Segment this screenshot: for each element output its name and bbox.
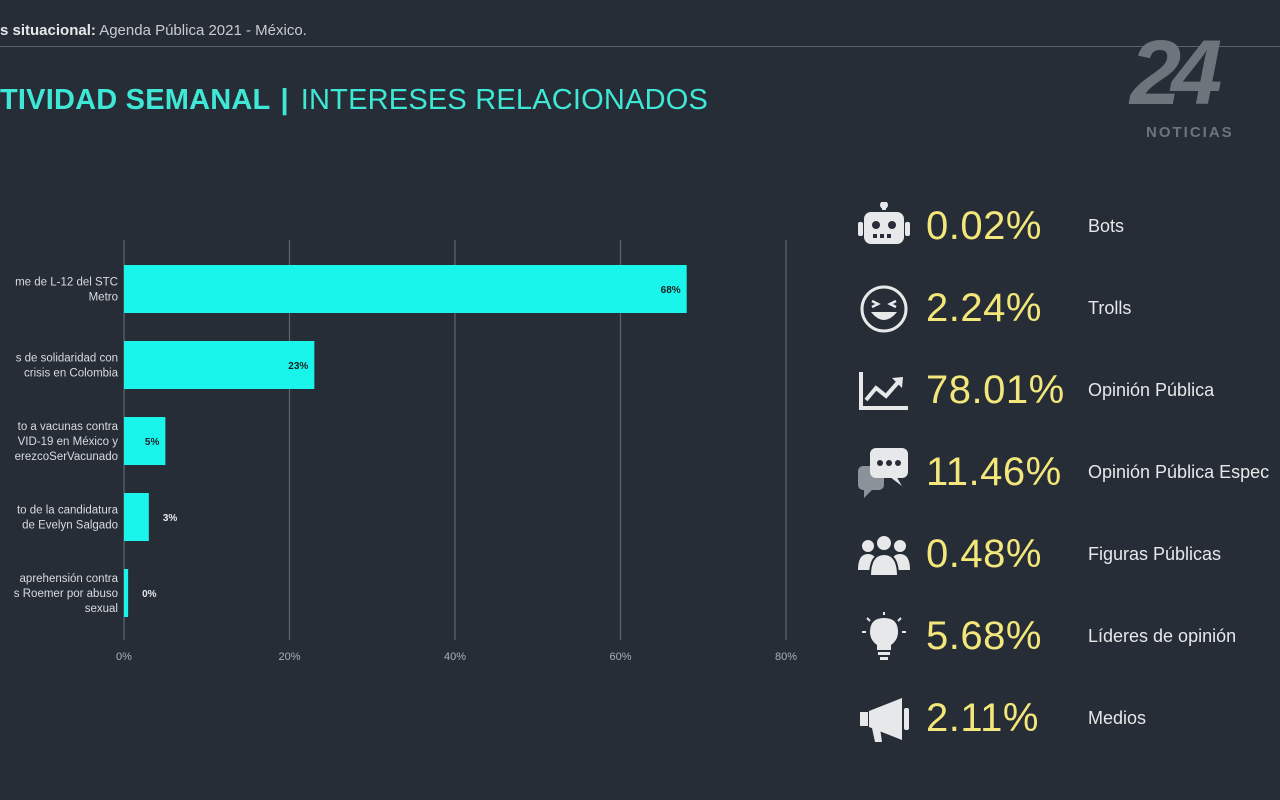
stat-value: 0.02% [926, 204, 1042, 248]
bar [124, 569, 129, 617]
stat-value: 78.01% [926, 368, 1065, 412]
data-label: 0% [142, 589, 157, 600]
chat-bubbles-icon [858, 448, 908, 498]
bar [124, 341, 315, 389]
bar-chart: 0% 20% 40% 60% 80% 68% me de L-12 del STC Metro… [14, 240, 797, 663]
stat-row-trolls: 2.24% Trolls [850, 272, 1280, 342]
category-label: to de la candidatura de Evelyn Salgado [17, 505, 119, 532]
x-tick-label: 20% [278, 651, 300, 663]
stat-row-opinion-publica-espec: 11.46% Opinión Pública Espec [850, 436, 1280, 506]
stat-row-lideres-de-opinion: 5.68% Líderes de opinión [850, 600, 1280, 670]
stat-label: Líderes de opinión [1088, 626, 1237, 646]
stat-label: Opinión Pública Espec [1088, 462, 1270, 482]
data-label: 68% [661, 285, 681, 296]
page-title-main: TIVIDAD SEMANAL [0, 84, 271, 116]
category-label: aprehensión contra s Roemer por abuso sexu… [14, 573, 119, 615]
x-tick-label: 0% [116, 651, 132, 663]
report-subtitle: s situacional: Agenda Pública 2021 - Méx… [0, 22, 307, 39]
stat-value: 11.46% [926, 450, 1062, 494]
bar [124, 417, 166, 465]
bar [124, 265, 687, 313]
x-tick-label: 80% [775, 651, 797, 663]
stat-row-figuras-publicas: 0.48% Figuras Públicas [850, 518, 1280, 588]
stat-row-bots: 0.02% Bots [850, 190, 1280, 260]
stat-row-opinion-publica: 78.01% Opinión Pública [850, 354, 1280, 424]
category-label: to a vacunas contra VID-19 en México y ere… [15, 421, 119, 463]
laughing-face-icon [860, 285, 908, 333]
data-label: 3% [163, 513, 178, 524]
stat-label: Bots [1088, 216, 1125, 236]
report-subtitle-prefix: s situacional: [0, 22, 96, 39]
lightbulb-icon [862, 612, 906, 660]
page-title-accent: INTERESES RELACIONADOS [300, 84, 709, 116]
category-label: me de L-12 del STC Metro [15, 277, 118, 304]
stat-label: Figuras Públicas [1088, 544, 1222, 564]
x-tick-label: 60% [609, 651, 631, 663]
header-divider [0, 46, 1280, 47]
report-subtitle-text: Agenda Pública 2021 - México. [99, 22, 307, 39]
page-title: TIVIDAD SEMANAL | INTERESES RELACIONADOS [0, 84, 708, 117]
stat-row-medios: 2.11% Medios [850, 682, 1280, 752]
robot-icon [858, 202, 910, 244]
logo-number: 24 [1130, 22, 1222, 124]
bar [124, 493, 149, 541]
people-group-icon [858, 534, 910, 577]
page-title-separator: | [280, 84, 289, 116]
stat-value: 0.48% [926, 532, 1042, 576]
stat-label: Trolls [1088, 298, 1132, 318]
logo-label: NOTICIAS [1146, 124, 1234, 141]
megaphone-icon [860, 698, 909, 742]
data-label: 23% [288, 361, 308, 372]
category-label: s de solidaridad con crisis en Colombia [16, 353, 119, 380]
data-label: 5% [145, 437, 160, 448]
trend-chart-icon [859, 372, 908, 410]
x-tick-label: 40% [444, 651, 466, 663]
channel-logo: 24 NOTICIAS [1130, 22, 1260, 146]
stat-value: 2.24% [926, 286, 1042, 330]
stat-value: 5.68% [926, 614, 1042, 658]
stat-value: 2.11% [926, 696, 1039, 740]
stat-label: Opinión Pública [1088, 380, 1215, 400]
stat-label: Medios [1088, 708, 1147, 728]
